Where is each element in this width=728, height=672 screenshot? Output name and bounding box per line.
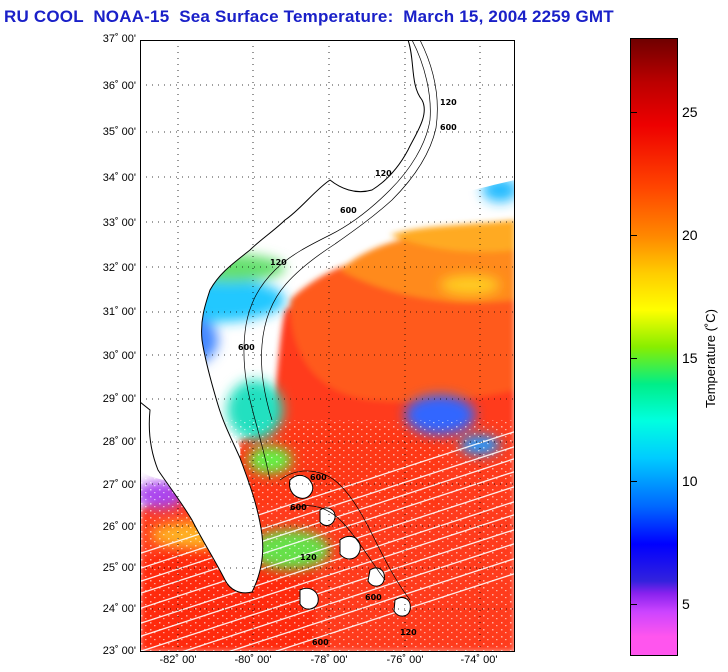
contour-label: 120 xyxy=(375,169,392,178)
colorbar-tick-label: 5 xyxy=(682,596,690,612)
contour-label: 600 xyxy=(440,123,457,132)
lat-label: 31˚ 00' xyxy=(102,306,136,318)
graticule xyxy=(140,40,515,652)
temperature-colorbar xyxy=(630,38,678,656)
sst-map: 120 600 120 600 120 600 600 600 120 600 … xyxy=(140,40,515,652)
lon-label: -80˚ 00' xyxy=(234,654,272,666)
colorbar-tick xyxy=(631,358,637,359)
colorbar-tick xyxy=(631,481,637,482)
coastline xyxy=(140,40,425,617)
colorbar-tick-label: 10 xyxy=(682,473,698,489)
lon-label: -78˚ 00' xyxy=(310,654,348,666)
lat-label: 29˚ 00' xyxy=(102,393,136,405)
colorbar-tick-label: 15 xyxy=(682,350,698,366)
map-title: RU COOL NOAA-15 Sea Surface Temperature:… xyxy=(4,7,614,26)
lat-label: 36˚ 00' xyxy=(102,80,136,92)
lat-label: 34˚ 00' xyxy=(102,172,136,184)
colorbar-tick xyxy=(631,112,637,113)
contour-label: 600 xyxy=(310,473,327,482)
contour-label: 120 xyxy=(440,98,457,107)
lat-label: 32˚ 00' xyxy=(102,262,136,274)
contour-label: 600 xyxy=(312,638,329,647)
contour-label: 120 xyxy=(300,553,317,562)
contour-label: 600 xyxy=(365,593,382,602)
lat-label: 30˚ 00' xyxy=(102,350,136,362)
lat-label: 24˚ 00' xyxy=(102,603,136,615)
contour-label: 600 xyxy=(340,206,357,215)
lat-label: 37˚ 00' xyxy=(102,33,136,45)
contour-label: 600 xyxy=(238,343,255,352)
contour-label: 120 xyxy=(270,258,287,267)
colorbar-label: Temperature (˚C) xyxy=(703,309,718,408)
lat-label: 26˚ 00' xyxy=(102,521,136,533)
colorbar-tick xyxy=(631,604,637,605)
lon-label: -74˚ 00' xyxy=(460,654,498,666)
lon-label: -82˚ 00' xyxy=(159,654,197,666)
contour-label: 600 xyxy=(290,503,307,512)
lon-label: -76˚ 00' xyxy=(386,654,424,666)
bathymetry-contours xyxy=(243,40,438,601)
lat-label: 25˚ 00' xyxy=(102,562,136,574)
lat-label: 23˚ 00' xyxy=(102,645,136,657)
lat-label: 28˚ 00' xyxy=(102,436,136,448)
lat-label: 35˚ 00' xyxy=(102,126,136,138)
lat-label: 33˚ 00' xyxy=(102,217,136,229)
contour-label: 120 xyxy=(400,628,417,637)
lat-label: 27˚ 00' xyxy=(102,479,136,491)
colorbar-tick xyxy=(631,235,637,236)
colorbar-tick-label: 25 xyxy=(682,104,698,120)
colorbar-tick-label: 20 xyxy=(682,227,698,243)
